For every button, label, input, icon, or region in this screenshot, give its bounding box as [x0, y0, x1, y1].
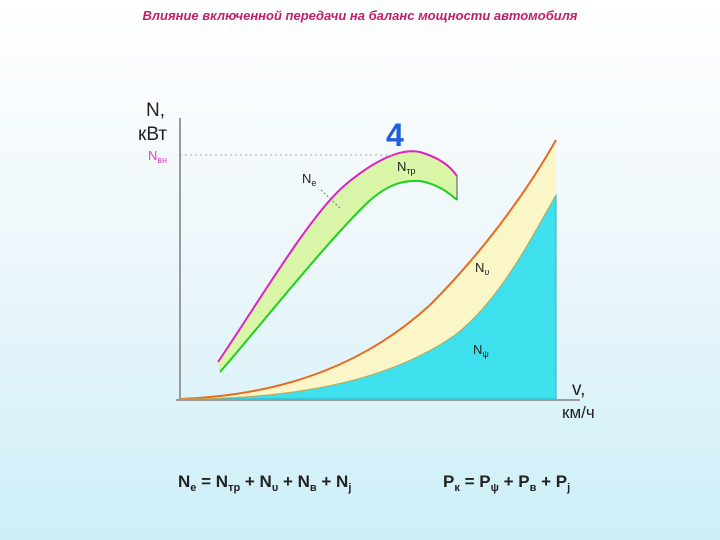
- gear-number: 4: [386, 117, 404, 153]
- x-axis-symbol: v,: [572, 379, 585, 400]
- ne-label: Ne: [302, 171, 316, 188]
- engine-power-curve: [217, 150, 458, 363]
- resistance-curve: [179, 139, 557, 400]
- n-max-label: Nвн: [148, 148, 167, 165]
- force-balance-formula: Pк = Pψ + Pв + Pj: [443, 472, 570, 494]
- npsi-label: Nψ: [473, 342, 489, 359]
- ne-leader-line: [320, 189, 341, 209]
- x-axis-unit: км/ч: [562, 403, 595, 422]
- ntr-label: Nтр: [397, 159, 416, 176]
- nv-label: Nυ: [475, 260, 489, 277]
- page-title: Влияние включенной передачи на баланс мо…: [142, 8, 578, 23]
- transmission-loss-band: [218, 151, 457, 372]
- y-axis-unit: кВт: [138, 124, 167, 145]
- y-axis-symbol: N,: [146, 100, 165, 121]
- wheel-power-curve: [219, 179, 458, 373]
- road-resistance-curve: [179, 194, 557, 400]
- power-balance-formula: Ne = Nтр + Nυ + Nв + Nj: [178, 472, 351, 494]
- air-resistance-band: [180, 140, 556, 399]
